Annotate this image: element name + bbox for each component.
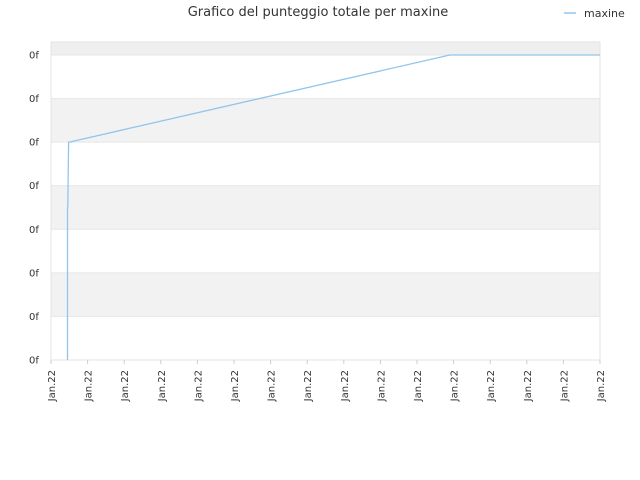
x-tick-label: Jan.22 [267, 370, 278, 402]
y-tick-label: 0f [29, 312, 39, 323]
y-tick-label: 0f [29, 94, 39, 105]
y-tick-label: 0f [29, 225, 39, 236]
x-tick-label: Jan.22 [230, 370, 241, 402]
x-tick-label: Jan.22 [84, 370, 95, 402]
y-tick-label: 0f [29, 268, 39, 279]
series-line-maxine [66, 54, 600, 360]
x-tick-label: Jan.22 [47, 370, 58, 402]
y-tick-label: 0f [29, 181, 39, 192]
gridlines [50, 41, 601, 361]
plot-band [51, 272, 600, 317]
plot-band [51, 98, 600, 143]
chart-title: Grafico del punteggio totale per maxine [188, 5, 449, 20]
x-tick-label: Jan.22 [376, 370, 387, 402]
y-tick-label: 0f [29, 356, 39, 367]
y-axis-labels: 0f 0f 0f 0f 0f 0f 0f 0f [29, 51, 39, 367]
x-tick-label: Jan.22 [523, 370, 534, 402]
plot-band [51, 229, 600, 273]
y-tick-label: 0f [29, 51, 39, 62]
plot-band [51, 185, 600, 230]
series-layer [66, 54, 600, 360]
x-tick-label: Jan.22 [413, 370, 424, 402]
legend: maxine [564, 7, 625, 20]
x-tick-label: Jan.22 [596, 370, 607, 402]
plot-band [51, 55, 600, 99]
x-axis-labels: Jan.22 Jan.22 Jan.22 Jan.22 Jan.22 Jan.22 Jan.… [47, 360, 607, 402]
legend-label-maxine: maxine [584, 7, 625, 20]
plot-band [51, 142, 600, 186]
plot-bands [51, 42, 600, 360]
x-tick-label: Jan.22 [157, 370, 168, 402]
plot-band [51, 316, 600, 360]
x-tick-label: Jan.22 [450, 370, 461, 402]
x-tick-label: Jan.22 [193, 370, 204, 402]
x-tick-label: Jan.22 [486, 370, 497, 402]
x-tick-label: Jan.22 [340, 370, 351, 402]
x-tick-label: Jan.22 [559, 370, 570, 402]
x-tick-label: Jan.22 [120, 370, 131, 402]
x-tick-label: Jan.22 [303, 370, 314, 402]
plot-band-top [51, 42, 600, 55]
y-tick-label: 0f [29, 138, 39, 149]
